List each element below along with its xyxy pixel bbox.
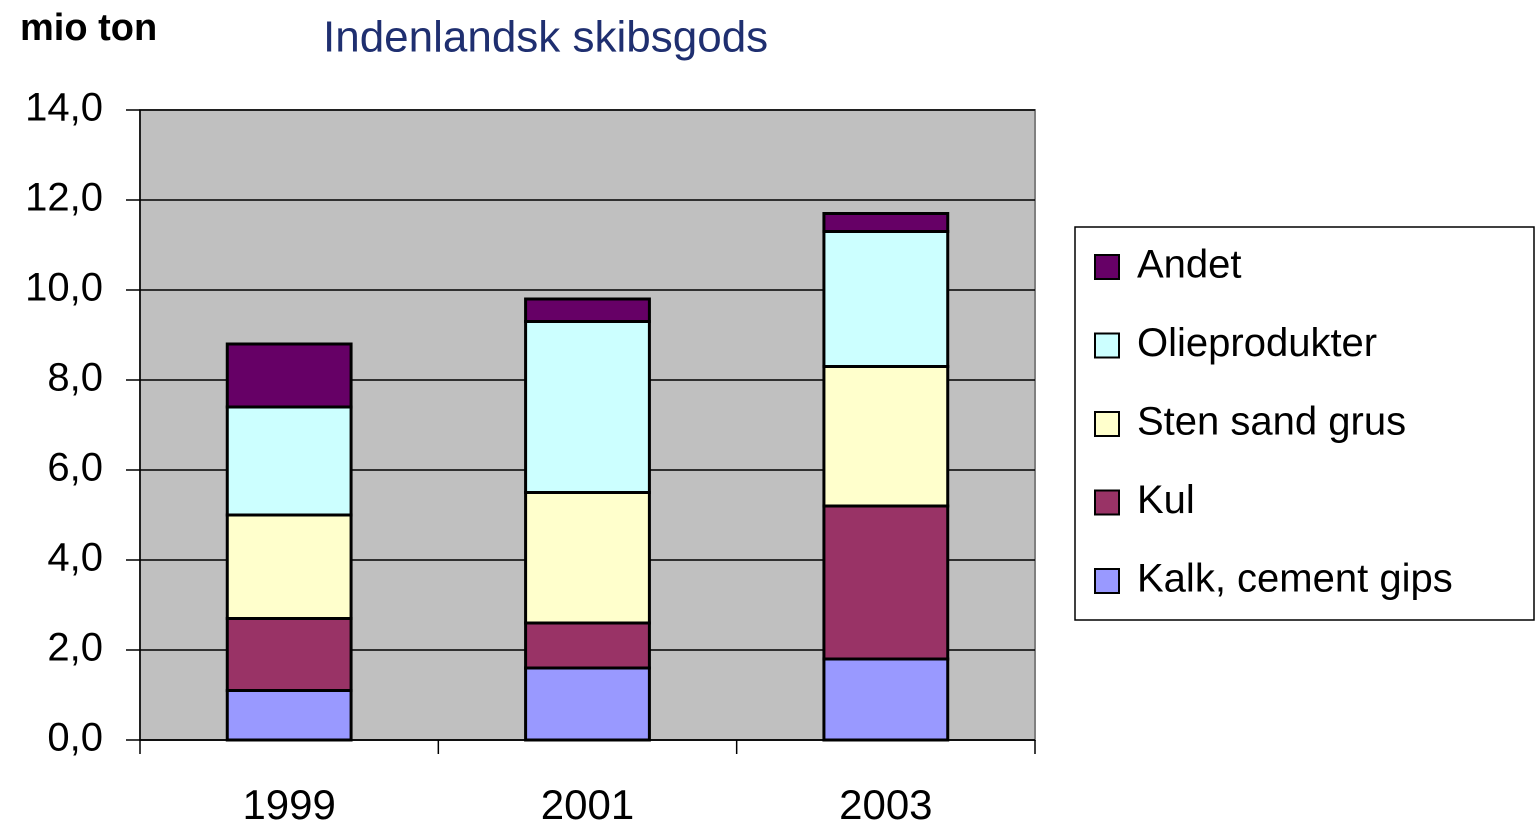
y-tick-label: 14,0 [25, 86, 103, 130]
bar-segment [524, 491, 651, 625]
chart-title: Indenlandsk skibsgods [323, 13, 768, 62]
bar-segment [524, 621, 651, 670]
y-axis-label: mio ton [20, 7, 157, 49]
legend-box [1074, 226, 1535, 621]
legend-swatch [1094, 254, 1120, 280]
bar-segment [225, 617, 353, 692]
bar-segment [524, 666, 651, 742]
legend-label: Andet [1137, 243, 1242, 287]
y-tick-label: 2,0 [47, 626, 103, 670]
bar-segment [822, 365, 950, 508]
x-tick-label: 2003 [839, 781, 932, 828]
legend-swatch [1094, 332, 1120, 359]
bar-segment [524, 297, 651, 323]
bar-segment [225, 513, 353, 620]
bar-segment [822, 504, 950, 661]
y-tick-label: 6,0 [47, 446, 103, 490]
legend-label: Olieprodukter [1137, 321, 1377, 365]
legend-label: Sten sand grus [1137, 400, 1406, 444]
bar-segment [822, 230, 950, 368]
y-tick-label: 8,0 [47, 356, 103, 400]
bar-segment [225, 689, 353, 742]
x-tick-label: 1999 [242, 781, 335, 828]
y-tick-label: 12,0 [25, 176, 103, 220]
legend-label: Kalk, cement gips [1137, 557, 1453, 601]
y-tick-label: 10,0 [25, 266, 103, 310]
legend-swatch [1094, 489, 1120, 516]
bar-segment [822, 657, 950, 742]
bar-segment [524, 320, 651, 494]
x-tick-label: 2001 [541, 781, 634, 828]
y-tick-label: 4,0 [47, 536, 103, 580]
bar-segment [225, 342, 353, 409]
legend-label: Kul [1137, 478, 1195, 522]
bar-segment [225, 405, 353, 517]
legend-swatch [1094, 568, 1120, 594]
legend-swatch [1094, 411, 1120, 437]
bar-segment [822, 212, 950, 233]
y-tick-label: 0,0 [47, 716, 103, 760]
